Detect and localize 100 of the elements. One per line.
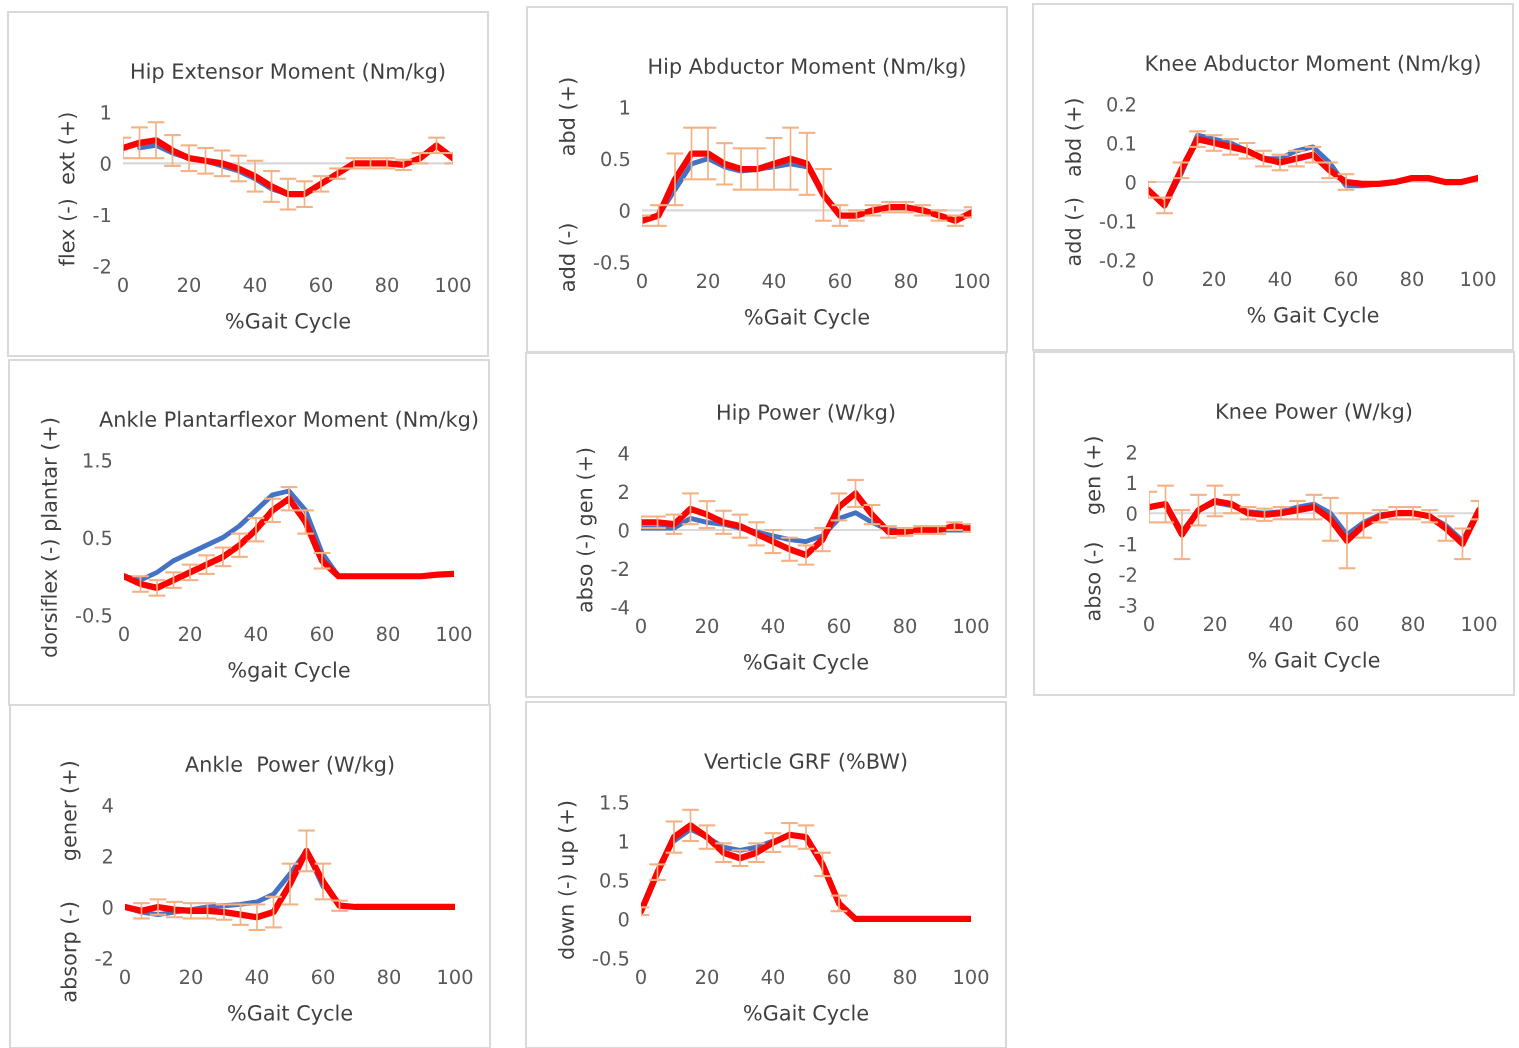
x-axis-title: %gait Cycle — [228, 661, 350, 682]
y-axis-title: flex (-) ext (+) — [58, 113, 78, 266]
y-tick-label: 1 — [1127, 475, 1137, 490]
x-tick-label: 100 — [955, 273, 990, 289]
chart-title: Ankle Power (W/kg) — [185, 755, 394, 776]
x-tick-label: 100 — [437, 626, 472, 642]
x-tick-label: 0 — [636, 969, 646, 985]
x-tick-label: 20 — [696, 969, 719, 985]
y-tick-label: 2 — [618, 484, 628, 499]
y-tick-label: -2 — [95, 950, 112, 966]
y-tick-label: 4 — [102, 798, 113, 813]
x-tick-label: 0 — [1143, 271, 1153, 287]
chart-title: Verticle GRF (%BW) — [704, 752, 907, 772]
y-tick-label: -3 — [1119, 597, 1137, 613]
x-tick-label: 0 — [120, 969, 130, 985]
y-tick-label: 0 — [1125, 174, 1136, 190]
y-tick-label: -0.5 — [592, 950, 629, 966]
x-axis-title: % Gait Cycle — [1248, 651, 1380, 672]
y-tick-label: 0.5 — [600, 872, 629, 888]
x-tick-label: 0 — [119, 626, 129, 642]
x-tick-label: 0 — [636, 618, 646, 634]
x-tick-label: 80 — [1400, 271, 1424, 287]
chart-title: Ankle Plantarflexor Moment (Nm/kg) — [99, 410, 478, 431]
y-tick-label: 1 — [101, 105, 111, 120]
x-tick-label: 80 — [894, 273, 918, 289]
y-axis-title: abso (-) gen (+) — [1084, 437, 1105, 621]
x-tick-label: 20 — [179, 626, 202, 642]
x-tick-label: 40 — [245, 969, 269, 985]
y-tick-label: 0 — [100, 156, 111, 171]
y-tick-label: 1.5 — [601, 795, 629, 810]
x-tick-label: 20 — [1204, 616, 1227, 632]
x-tick-label: 80 — [1401, 616, 1425, 632]
x-tick-label: 100 — [1462, 616, 1497, 632]
x-tick-label: 60 — [1335, 616, 1359, 632]
y-axis-title: add (-) abd (+) — [1064, 99, 1084, 266]
chart-title: Hip Extensor Moment (Nm/kg) — [132, 62, 445, 83]
x-axis-title: %Gait Cycle — [228, 1004, 352, 1025]
x-tick-label: 100 — [954, 618, 989, 634]
x-tick-label: 0 — [637, 273, 647, 289]
x-tick-label: 60 — [827, 618, 851, 634]
y-tick-label: -2 — [1119, 567, 1136, 582]
y-tick-label: -0.1 — [1099, 213, 1136, 229]
x-axis-title: %Gait Cycle — [745, 308, 869, 329]
y-tick-label: -1 — [1119, 537, 1137, 552]
y-tick-label: -0.5 — [75, 607, 112, 623]
y-tick-label: 0 — [102, 899, 113, 915]
y-tick-label: 0 — [619, 203, 630, 218]
x-axis-title: %Gait Cycle — [744, 653, 868, 674]
x-tick-label: 20 — [697, 273, 720, 289]
x-tick-label: 80 — [893, 618, 917, 634]
y-tick-label: 1 — [620, 100, 630, 115]
x-axis-title: % Gait Cycle — [1247, 306, 1379, 327]
x-tick-label: 60 — [1334, 271, 1358, 287]
x-tick-label: 100 — [954, 969, 989, 985]
x-tick-label: 80 — [377, 969, 401, 985]
y-tick-label: 0.2 — [1107, 96, 1135, 112]
y-tick-label: 4 — [618, 446, 629, 461]
y-tick-label: 0.5 — [83, 530, 112, 546]
x-tick-label: 40 — [244, 626, 268, 642]
x-tick-label: 20 — [1203, 271, 1226, 287]
x-tick-label: 40 — [1269, 616, 1293, 632]
x-tick-label: 100 — [436, 277, 471, 293]
x-tick-label: 20 — [180, 969, 203, 985]
y-axis-title: abso (-) gen (+) — [576, 448, 597, 612]
x-tick-label: 100 — [1461, 271, 1496, 287]
chart-title: Knee Abductor Moment (Nm/kg) — [1146, 54, 1480, 75]
x-tick-label: 80 — [893, 969, 917, 985]
y-tick-label: -2 — [611, 561, 628, 576]
y-tick-label: 1.5 — [84, 453, 112, 468]
x-axis-title: %Gait Cycle — [744, 1004, 868, 1025]
chart-title: Hip Power (W/kg) — [718, 403, 895, 424]
y-tick-label: -1 — [93, 207, 111, 223]
x-tick-label: 40 — [243, 277, 267, 293]
y-tick-label: 0 — [618, 522, 629, 538]
y-tick-label: -4 — [611, 600, 629, 615]
x-tick-label: 40 — [1268, 271, 1292, 287]
y-tick-label: 0.5 — [601, 151, 630, 167]
x-tick-label: 40 — [761, 618, 785, 634]
x-tick-label: 40 — [762, 273, 786, 289]
x-tick-label: 40 — [761, 969, 785, 985]
y-axis-title: add (-) abd (+) — [558, 78, 578, 291]
chart-title: Knee Power (W/kg) — [1217, 402, 1412, 423]
x-tick-label: 60 — [310, 626, 334, 642]
chart-title: Hip Abductor Moment (Nm/kg) — [649, 57, 965, 78]
x-tick-label: 0 — [1144, 616, 1154, 632]
x-tick-label: 0 — [118, 277, 128, 293]
y-tick-label: 0.1 — [1107, 135, 1136, 151]
x-tick-label: 60 — [827, 969, 851, 985]
x-tick-label: 80 — [376, 626, 400, 642]
y-tick-label: -0.2 — [1099, 252, 1135, 268]
x-tick-label: 60 — [309, 277, 333, 293]
x-tick-label: 60 — [311, 969, 335, 985]
x-tick-label: 100 — [438, 969, 473, 985]
y-tick-label: -2 — [93, 258, 110, 274]
y-tick-label: 0 — [618, 911, 629, 927]
y-tick-label: 2 — [102, 848, 112, 864]
y-axis-title: dorsiflex (-) plantar (+) — [40, 418, 62, 657]
y-axis-title: down (-) up (+) — [557, 801, 579, 959]
y-tick-label: 1 — [619, 834, 629, 849]
x-tick-label: 20 — [696, 618, 719, 634]
